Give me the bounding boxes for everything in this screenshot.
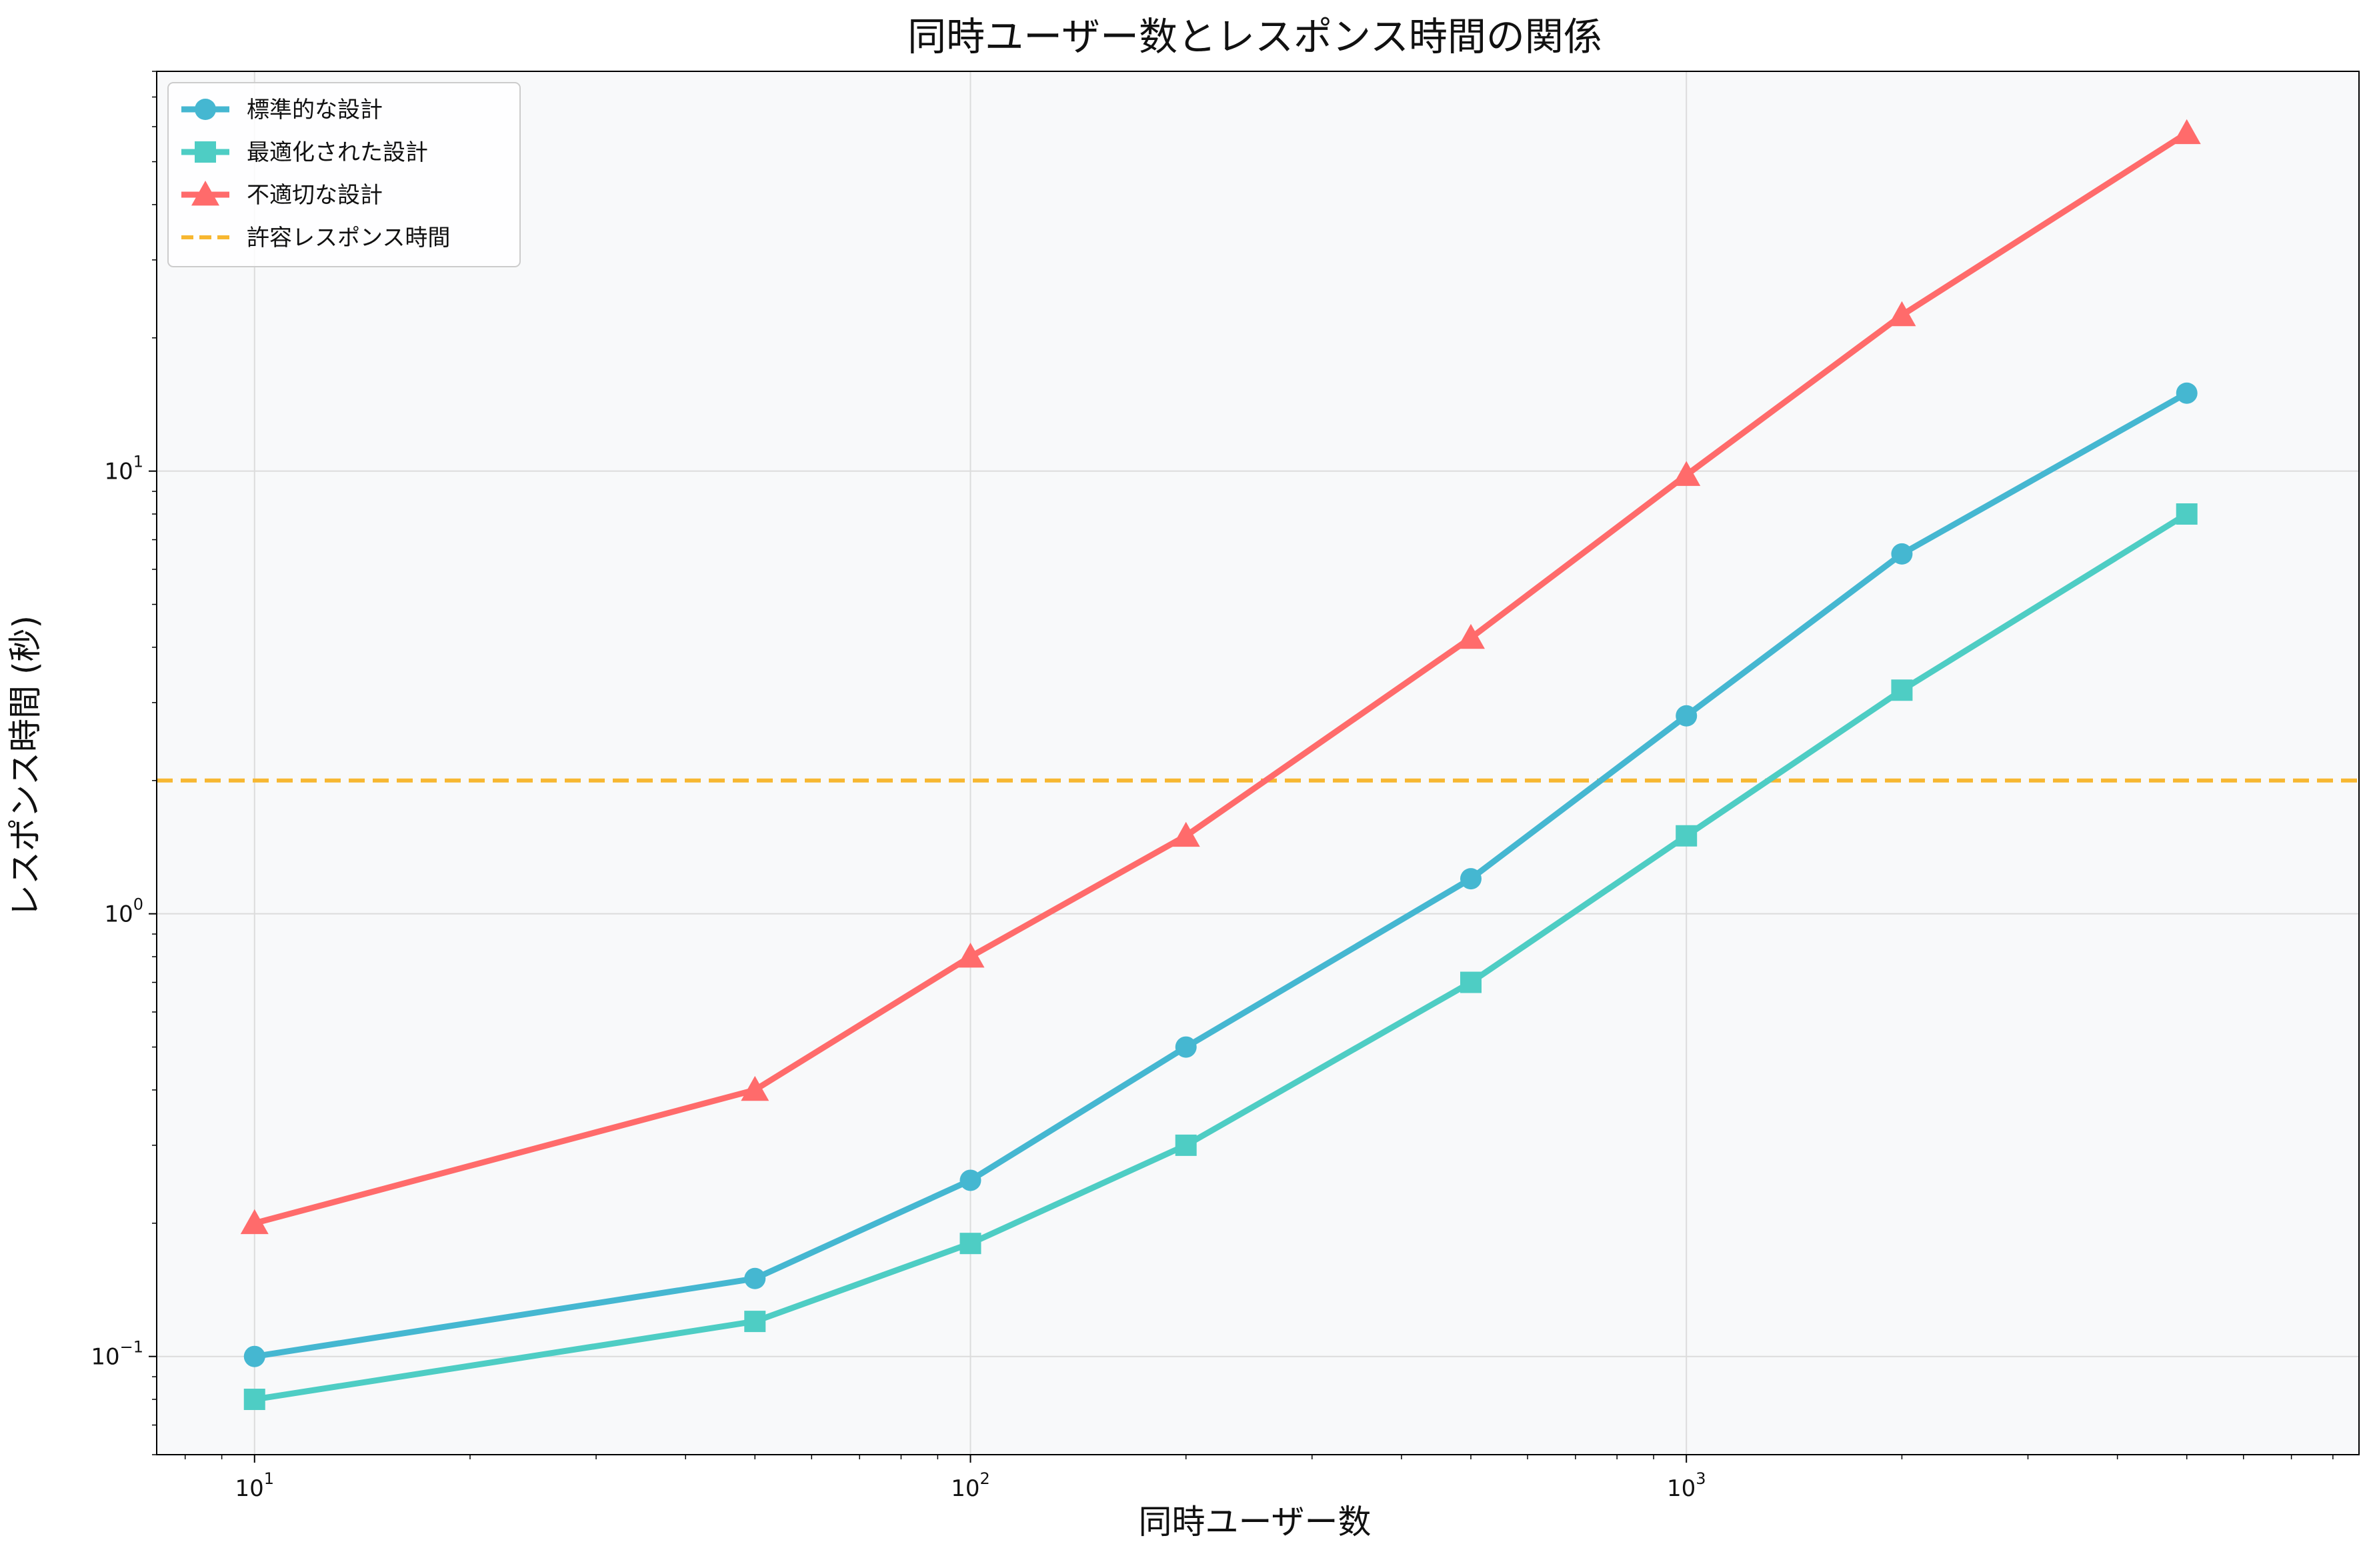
- data-point: [1175, 1134, 1197, 1156]
- series-group: [240, 119, 2201, 1235]
- x-tick-label: 101: [235, 1469, 274, 1502]
- y-axis-label: レスポンス時間 (秒): [6, 615, 45, 918]
- data-point: [1460, 971, 1482, 993]
- series-line: [251, 130, 2190, 1227]
- legend-marker: [195, 99, 216, 120]
- data-point: [1676, 825, 1698, 847]
- data-point: [1888, 301, 1916, 327]
- data-point: [959, 1233, 981, 1255]
- series-layer: [240, 119, 2201, 1411]
- data-point: [741, 1075, 769, 1101]
- y-tick-label: 100: [104, 895, 143, 928]
- data-point: [2176, 503, 2198, 525]
- legend-marker: [195, 141, 216, 163]
- data-point: [1891, 679, 1913, 701]
- series-group: [243, 382, 2198, 1367]
- legend-marker: [191, 181, 219, 206]
- y-tick-label: 101: [104, 453, 143, 485]
- x-axis-ticks: 101 102 103: [235, 1455, 1706, 1502]
- data-point: [243, 1389, 265, 1411]
- minor-ticks: [152, 71, 2334, 1459]
- data-point: [243, 1345, 265, 1367]
- legend-label: 不適切な設計: [247, 182, 383, 209]
- legend-box: [167, 82, 521, 267]
- legend-label: 最適化された設計: [247, 139, 428, 166]
- data-point: [1456, 623, 1485, 649]
- data-point: [1891, 543, 1913, 565]
- data-point: [744, 1311, 766, 1333]
- x-tick-label: 102: [951, 1469, 990, 1502]
- data-point: [1460, 868, 1482, 890]
- legend-item: 不適切な設計: [181, 181, 383, 209]
- chart-title: 同時ユーザー数とレスポンス時間の関係: [907, 14, 1602, 59]
- plot-area: [157, 71, 2359, 1455]
- series-line: [251, 390, 2190, 1360]
- data-point: [956, 943, 985, 968]
- legend-label: 標準的な設計: [247, 97, 383, 123]
- x-tick-label: 103: [1667, 1469, 1706, 1502]
- plot-frame: [156, 71, 2360, 1455]
- data-point: [1672, 461, 1701, 486]
- legend-item: 標準的な設計: [181, 97, 383, 123]
- data-point: [240, 1209, 269, 1235]
- y-tick-label: 10−1: [91, 1338, 143, 1371]
- legend-item: 許容レスポンス時間: [181, 225, 450, 251]
- series-group: [243, 503, 2198, 1411]
- y-axis-ticks: 10−1 100 101: [91, 453, 157, 1371]
- data-point: [2176, 382, 2198, 404]
- legend-label: 許容レスポンス時間: [247, 225, 450, 251]
- data-point: [1171, 821, 1200, 847]
- series-line: [251, 511, 2190, 1403]
- data-point: [959, 1169, 981, 1191]
- legend-item: 最適化された設計: [181, 139, 428, 166]
- data-point: [1175, 1036, 1197, 1058]
- data-point: [1676, 705, 1698, 727]
- data-point: [2172, 119, 2201, 145]
- data-point: [744, 1267, 766, 1289]
- x-axis-label: 同時ユーザー数: [1139, 1503, 1372, 1541]
